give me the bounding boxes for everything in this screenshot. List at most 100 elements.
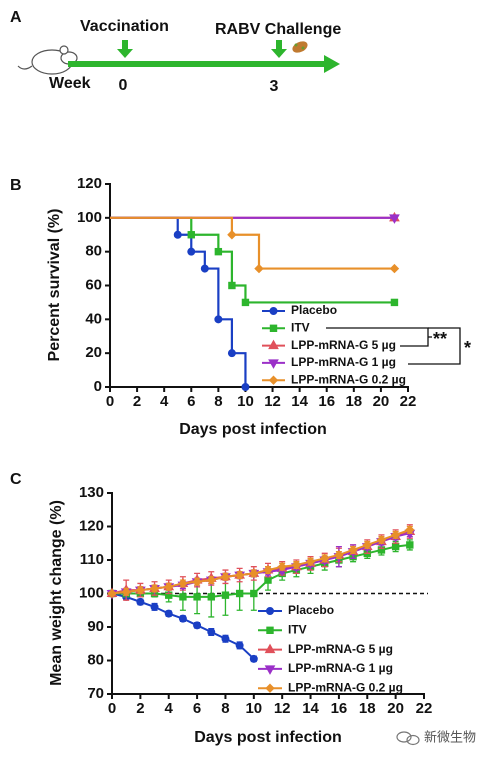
x-tick-label: 2: [136, 700, 144, 717]
marker: [164, 609, 173, 618]
marker: [362, 540, 372, 550]
marker: [164, 582, 174, 592]
marker: [250, 589, 258, 598]
watermark: 新微生物: [424, 729, 476, 744]
marker: [136, 597, 145, 606]
marker: [227, 349, 236, 358]
x-tick-label: 20: [387, 700, 404, 717]
legend-label: Placebo: [291, 303, 337, 317]
legend-label: LPP-mRNA-G 1 µg: [291, 355, 396, 369]
y-tick-label: 110: [80, 551, 104, 568]
x-tick-label: 6: [187, 393, 195, 410]
marker: [149, 583, 160, 594]
y-tick-label: 70: [87, 685, 104, 702]
x-axis-label: Days post infection: [194, 729, 342, 746]
marker: [241, 298, 250, 307]
x-tick-label: 16: [318, 393, 335, 410]
x-tick-label: 12: [264, 393, 281, 410]
x-tick-label: 10: [237, 393, 254, 410]
x-tick-label: 4: [165, 700, 174, 717]
event-week: 3: [270, 78, 279, 95]
marker: [221, 634, 230, 643]
legend-marker: [264, 665, 276, 675]
marker: [389, 263, 400, 274]
y-tick-label: 80: [85, 243, 102, 260]
y-tick-label: 100: [79, 584, 104, 601]
panel-label: C: [10, 471, 22, 488]
marker: [391, 542, 400, 551]
series-line: [111, 528, 411, 595]
y-tick-label: 100: [77, 209, 102, 226]
marker: [207, 593, 215, 601]
marker: [389, 214, 400, 224]
x-tick-label: 0: [108, 700, 116, 717]
marker: [207, 628, 216, 637]
x-tick-label: 16: [331, 700, 348, 717]
legend-label: ITV: [288, 622, 307, 636]
timeline-arrowhead: [324, 55, 340, 73]
significance-bracket: [326, 327, 461, 365]
marker: [305, 556, 316, 567]
legend-marker: [265, 683, 275, 693]
event-week: 0: [119, 77, 128, 94]
marker: [135, 585, 146, 595]
panel-label: B: [10, 177, 22, 194]
marker: [291, 560, 302, 570]
marker: [263, 565, 273, 575]
marker: [254, 263, 264, 274]
legend-marker: [268, 339, 279, 350]
marker: [228, 281, 236, 290]
x-tick-label: 4: [160, 393, 169, 410]
legend-marker: [266, 607, 274, 615]
marker: [220, 572, 231, 582]
marker: [193, 593, 201, 601]
x-tick-label: 6: [193, 700, 201, 717]
y-axis-label: Mean weight change (%): [48, 500, 65, 686]
marker: [390, 530, 401, 540]
virus-icon: [292, 41, 308, 53]
marker: [390, 298, 399, 307]
y-axis-label: Percent survival (%): [46, 209, 63, 362]
y-tick-label: 20: [85, 344, 102, 361]
marker: [192, 577, 202, 587]
marker: [406, 541, 414, 549]
marker: [320, 553, 330, 564]
marker: [405, 525, 415, 535]
y-tick-label: 90: [87, 618, 104, 635]
event-arrow: [117, 40, 287, 58]
marker: [187, 231, 195, 239]
marker: [107, 588, 117, 599]
x-tick-label: 8: [214, 393, 222, 410]
significance-label: *: [464, 338, 471, 358]
survival-line: [110, 216, 395, 304]
legend-label: LPP-mRNA-G 5 µg: [288, 642, 393, 656]
panel-label: A: [10, 9, 22, 26]
marker: [277, 561, 287, 572]
marker: [227, 230, 237, 240]
timeline-axis-label: Week: [49, 75, 91, 92]
x-tick-label: 22: [416, 700, 433, 717]
x-tick-label: 2: [133, 393, 141, 410]
y-tick-label: 120: [79, 517, 104, 534]
marker: [241, 383, 250, 391]
marker: [214, 247, 223, 256]
marker: [193, 621, 202, 630]
marker: [334, 550, 344, 560]
marker: [234, 570, 245, 580]
marker: [150, 602, 159, 611]
legend-marker: [268, 359, 279, 369]
legend-marker: [269, 324, 278, 333]
x-tick-label: 14: [302, 700, 319, 717]
x-tick-label: 20: [373, 393, 390, 410]
y-tick-label: 120: [77, 175, 102, 192]
y-tick-label: 80: [87, 651, 104, 668]
y-tick-label: 0: [94, 378, 102, 395]
marker: [348, 545, 358, 555]
x-axis-label: Days post infection: [179, 421, 327, 438]
y-tick-label: 130: [79, 484, 104, 501]
series-line: [111, 532, 411, 595]
event-label: RABV Challenge: [215, 21, 341, 38]
x-tick-label: 8: [221, 700, 229, 717]
